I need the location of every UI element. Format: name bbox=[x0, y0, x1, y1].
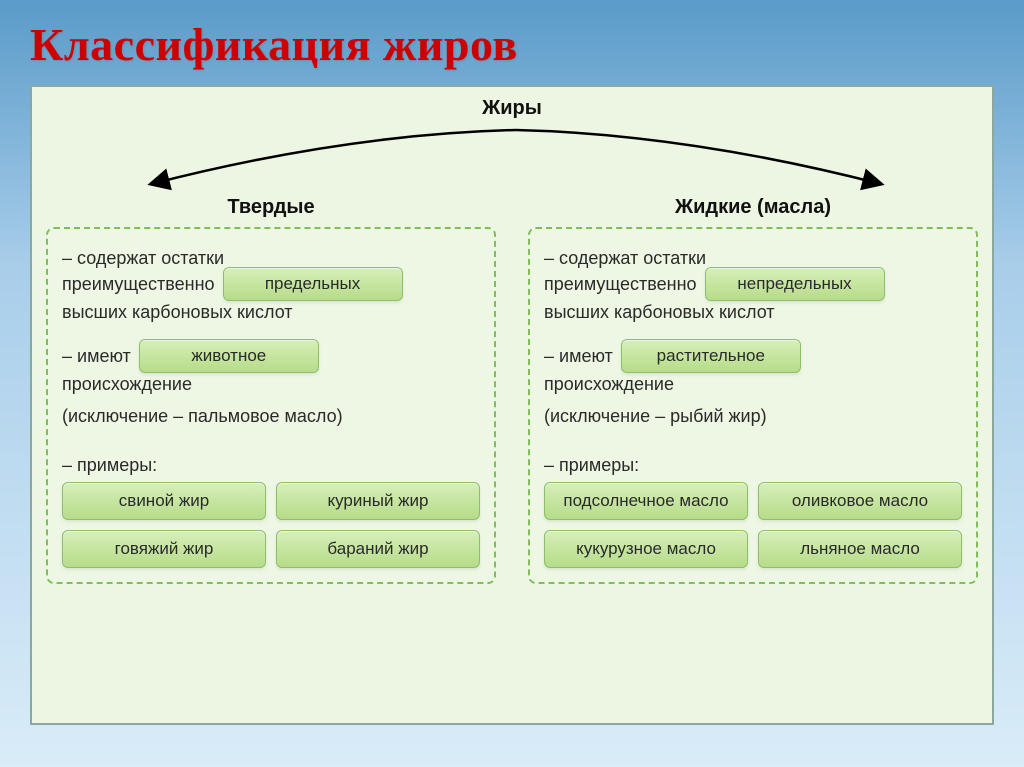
columns-container: Твердые – содержат остатки преимуществен… bbox=[46, 196, 978, 584]
text-fragment: преимущественно bbox=[544, 267, 697, 301]
examples-grid-right: подсолнечное масло оливковое масло кукур… bbox=[544, 482, 962, 568]
right-heading: Жидкие (масла) bbox=[528, 196, 978, 219]
exception-text: (исключение – пальмовое масло) bbox=[62, 399, 343, 433]
pill-animal-origin: животное bbox=[139, 339, 319, 373]
pill-plant-origin: растительное bbox=[621, 339, 801, 373]
examples-label: – примеры: bbox=[62, 456, 157, 474]
text-fragment: – имеют bbox=[62, 339, 131, 373]
page-title: Классификация жиров bbox=[30, 18, 994, 71]
diagram-panel: Жиры Твердые – содержат остатки преимуще… bbox=[30, 85, 994, 725]
example-item: льняное масло bbox=[758, 530, 962, 568]
example-item: говяжий жир bbox=[62, 530, 266, 568]
pill-saturated: предельных bbox=[223, 267, 403, 301]
text-fragment: высших карбоновых кислот bbox=[544, 303, 775, 321]
left-column: Твердые – содержат остатки преимуществен… bbox=[46, 196, 496, 584]
root-node-label: Жиры bbox=[46, 97, 978, 120]
exception-text: (исключение – рыбий жир) bbox=[544, 399, 767, 433]
pill-unsaturated: непредельных bbox=[705, 267, 885, 301]
right-column: Жидкие (масла) – содержат остатки преиму… bbox=[528, 196, 978, 584]
left-heading: Твердые bbox=[46, 196, 496, 219]
left-box: – содержат остатки преимущественно преде… bbox=[46, 227, 496, 584]
text-fragment: происхождение bbox=[544, 375, 674, 393]
example-item: подсолнечное масло bbox=[544, 482, 748, 520]
example-item: куриный жир bbox=[276, 482, 480, 520]
branch-arrows bbox=[46, 122, 986, 192]
text-fragment: – содержат остатки bbox=[544, 249, 706, 267]
text-fragment: происхождение bbox=[62, 375, 192, 393]
example-item: кукурузное масло bbox=[544, 530, 748, 568]
text-fragment: высших карбоновых кислот bbox=[62, 303, 293, 321]
right-box: – содержат остатки преимущественно непре… bbox=[528, 227, 978, 584]
example-item: свиной жир bbox=[62, 482, 266, 520]
example-item: оливковое масло bbox=[758, 482, 962, 520]
examples-label: – примеры: bbox=[544, 456, 639, 474]
example-item: бараний жир bbox=[276, 530, 480, 568]
examples-grid-left: свиной жир куриный жир говяжий жир баран… bbox=[62, 482, 480, 568]
text-fragment: преимущественно bbox=[62, 267, 215, 301]
text-fragment: – имеют bbox=[544, 339, 613, 373]
text-fragment: – содержат остатки bbox=[62, 249, 224, 267]
